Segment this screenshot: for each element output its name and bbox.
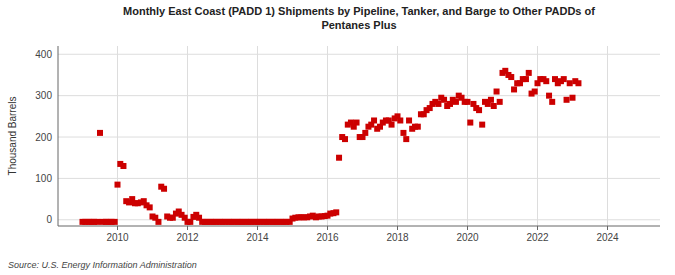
title-line: Pentanes Plus bbox=[321, 19, 396, 31]
point bbox=[494, 89, 500, 95]
x-grid-line bbox=[187, 46, 188, 226]
chart-container: Monthly East Coast (PADD 1) Shipments by… bbox=[0, 0, 675, 275]
point bbox=[120, 163, 126, 169]
chart-svg: Monthly East Coast (PADD 1) Shipments by… bbox=[0, 0, 675, 275]
y-grid-line bbox=[58, 219, 660, 220]
point bbox=[491, 103, 497, 109]
point bbox=[406, 117, 412, 123]
point bbox=[115, 182, 121, 188]
grid bbox=[58, 46, 660, 226]
x-tick-label: 2012 bbox=[176, 232, 199, 243]
x-grid-line bbox=[327, 46, 328, 226]
x-tick-label: 2022 bbox=[526, 232, 549, 243]
point bbox=[575, 80, 581, 86]
point bbox=[155, 219, 161, 225]
x-tick-label: 2016 bbox=[316, 232, 339, 243]
point bbox=[488, 97, 494, 103]
x-tick bbox=[187, 226, 188, 230]
x-grid-line bbox=[537, 46, 538, 226]
point bbox=[546, 93, 552, 99]
title-line: Monthly East Coast (PADD 1) Shipments by… bbox=[123, 5, 595, 17]
x-tick bbox=[467, 226, 468, 230]
x-tick bbox=[397, 226, 398, 230]
point bbox=[465, 99, 471, 105]
point bbox=[511, 86, 517, 92]
point bbox=[333, 209, 339, 215]
point bbox=[479, 122, 485, 128]
y-grid-line bbox=[58, 178, 660, 179]
point bbox=[389, 122, 395, 128]
point bbox=[564, 97, 570, 103]
point bbox=[570, 95, 576, 101]
x-tick bbox=[257, 226, 258, 230]
point bbox=[523, 76, 529, 82]
x-grid-line bbox=[607, 46, 608, 226]
point bbox=[342, 136, 348, 142]
point bbox=[403, 136, 409, 142]
x-tick-label: 2018 bbox=[386, 232, 409, 243]
x-tick-label: 2020 bbox=[456, 232, 479, 243]
point bbox=[549, 99, 555, 105]
point bbox=[467, 120, 473, 126]
y-axis-label: Thousand Barrels bbox=[7, 97, 18, 176]
point bbox=[508, 74, 514, 80]
point bbox=[147, 204, 153, 210]
point bbox=[543, 78, 549, 84]
y-tick-label: 400 bbox=[35, 49, 52, 60]
point bbox=[397, 117, 403, 123]
x-grid-line bbox=[397, 46, 398, 226]
point bbox=[362, 130, 368, 136]
y-axis-line bbox=[58, 46, 59, 226]
y-grid-line bbox=[58, 54, 660, 55]
point bbox=[441, 97, 447, 103]
x-tick bbox=[607, 226, 608, 230]
point bbox=[371, 117, 377, 123]
x-tick-label: 2024 bbox=[596, 232, 619, 243]
point bbox=[112, 219, 118, 225]
y-tick-label: 100 bbox=[35, 173, 52, 184]
point bbox=[97, 130, 103, 136]
point bbox=[561, 76, 567, 82]
x-grid-line bbox=[467, 46, 468, 226]
point bbox=[336, 155, 342, 161]
point bbox=[94, 219, 100, 225]
point bbox=[161, 186, 167, 192]
x-tick-label: 2010 bbox=[106, 232, 129, 243]
x-tick bbox=[327, 226, 328, 230]
point bbox=[476, 107, 482, 113]
x-tick bbox=[537, 226, 538, 230]
title: Monthly East Coast (PADD 1) Shipments by… bbox=[123, 5, 595, 31]
x-grid-line bbox=[117, 46, 118, 226]
point bbox=[435, 101, 441, 107]
point bbox=[400, 130, 406, 136]
x-tick bbox=[117, 226, 118, 230]
x-tick-label: 2014 bbox=[246, 232, 269, 243]
point bbox=[497, 99, 503, 105]
point bbox=[453, 99, 459, 105]
y-tick-label: 0 bbox=[46, 214, 52, 225]
point bbox=[415, 124, 421, 130]
point bbox=[354, 120, 360, 126]
x-grid-line bbox=[257, 46, 258, 226]
source-note: Source: U.S. Energy Information Administ… bbox=[8, 260, 197, 270]
y-tick-label: 200 bbox=[35, 132, 52, 143]
point bbox=[526, 70, 532, 76]
y-tick-label: 300 bbox=[35, 90, 52, 101]
points bbox=[80, 68, 582, 225]
x-axis-line bbox=[58, 226, 660, 227]
point bbox=[532, 89, 538, 95]
point bbox=[567, 80, 573, 86]
